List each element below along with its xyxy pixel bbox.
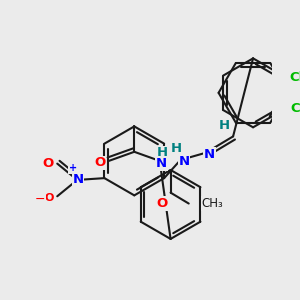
Text: O: O <box>156 197 167 210</box>
Text: −: − <box>35 193 45 206</box>
Text: O: O <box>94 156 105 169</box>
Text: N: N <box>156 157 167 170</box>
Text: Cl: Cl <box>290 71 300 84</box>
Text: N: N <box>204 148 215 161</box>
Text: N: N <box>178 155 190 168</box>
Text: H: H <box>218 119 230 132</box>
Text: Cl: Cl <box>290 102 300 115</box>
Text: CH₃: CH₃ <box>201 197 223 210</box>
Text: N: N <box>73 172 84 185</box>
Text: H: H <box>170 142 182 155</box>
Text: H: H <box>157 146 168 159</box>
Text: O: O <box>43 157 54 170</box>
Text: +: + <box>69 163 77 173</box>
Text: O: O <box>44 193 54 203</box>
